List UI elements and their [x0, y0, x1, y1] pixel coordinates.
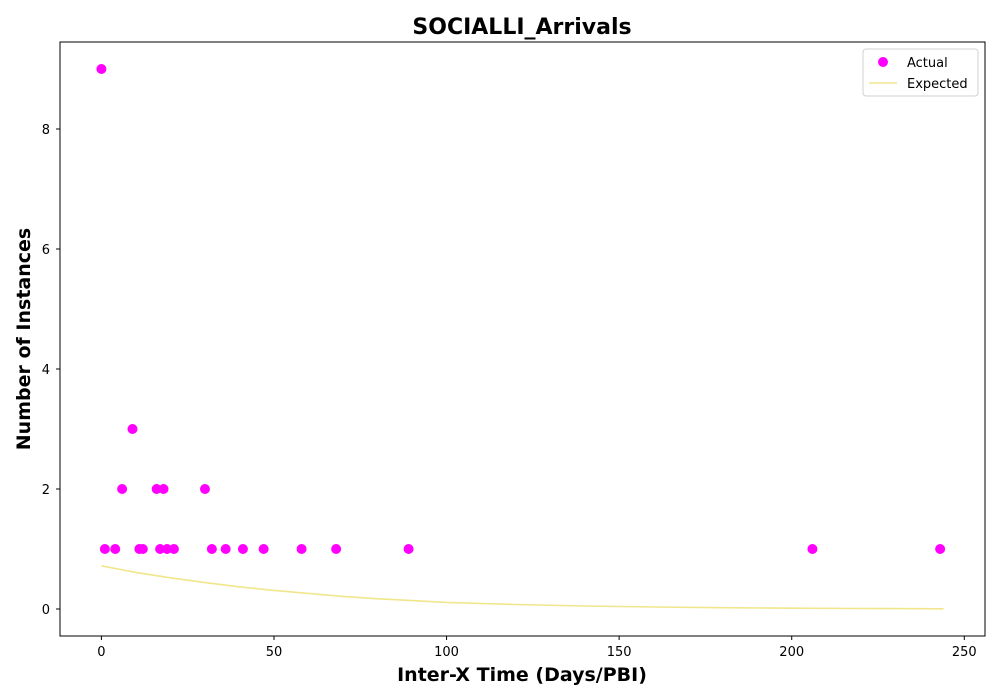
- actual-point: [199, 484, 210, 494]
- actual-point: [151, 484, 162, 494]
- actual-point: [137, 544, 148, 554]
- legend-label: Expected: [907, 77, 968, 92]
- actual-point: [237, 544, 248, 554]
- actual-point: [96, 64, 107, 74]
- actual-point: [110, 544, 121, 554]
- y-tick-label: 4: [42, 363, 50, 378]
- actual-point: [168, 544, 179, 554]
- y-tick-label: 0: [42, 603, 50, 618]
- y-tick-label: 8: [42, 123, 50, 138]
- actual-point: [220, 544, 231, 554]
- actual-point: [158, 484, 169, 494]
- x-tick-label: 100: [434, 645, 459, 660]
- actual-point: [935, 544, 946, 554]
- legend-label: Actual: [907, 56, 948, 71]
- actual-point: [155, 544, 166, 554]
- x-tick-label: 50: [266, 645, 283, 660]
- expected-line: [101, 565, 944, 610]
- legend-marker-actual: [878, 57, 888, 67]
- y-tick-label: 2: [42, 483, 50, 498]
- x-tick-label: 0: [97, 645, 105, 660]
- actual-point: [99, 544, 110, 554]
- x-tick-label: 200: [779, 645, 804, 660]
- x-axis-label: Inter-X Time (Days/PBI): [397, 664, 647, 686]
- y-tick-label: 6: [42, 243, 50, 258]
- actual-point: [296, 544, 307, 554]
- actual-point: [331, 544, 342, 554]
- actual-point: [807, 544, 818, 554]
- x-tick-label: 150: [607, 645, 632, 660]
- actual-point: [117, 484, 128, 494]
- actual-point: [258, 544, 269, 554]
- plot-frame: [59, 41, 986, 637]
- actual-point: [161, 544, 172, 554]
- y-axis-label: Number of Instances: [13, 228, 35, 450]
- plot-area: [59, 41, 986, 637]
- actual-point: [403, 544, 414, 554]
- legend-box: [862, 48, 979, 97]
- chart-title: SOCIALLI_Arrivals: [412, 15, 631, 40]
- x-tick-label: 250: [952, 645, 977, 660]
- actual-point: [127, 424, 138, 434]
- x-axis-ticks: 0 50 100 150 200 250: [97, 636, 977, 660]
- legend: Actual Expected: [862, 48, 979, 97]
- series-layer: [96, 64, 946, 610]
- actual-point: [206, 544, 217, 554]
- y-axis-ticks: 0 2 4 6 8: [42, 123, 60, 618]
